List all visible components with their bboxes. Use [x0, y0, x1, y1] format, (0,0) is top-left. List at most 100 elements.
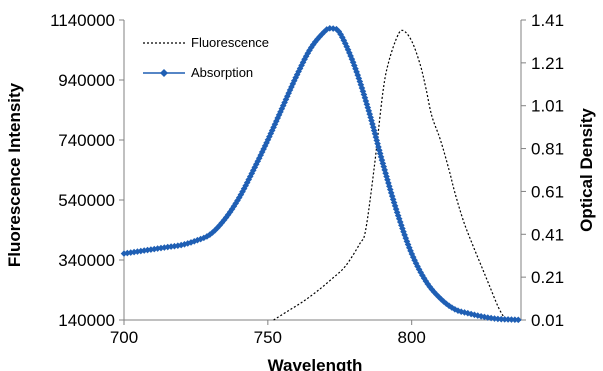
- left-y-tick-label: 340000: [58, 251, 115, 270]
- absorption-marker: [264, 136, 272, 144]
- plot-area: [123, 20, 522, 321]
- y-axis-left-title: Fluorescence Intensity: [5, 82, 24, 267]
- absorption-marker: [501, 316, 508, 323]
- absorption-marker: [230, 202, 238, 210]
- absorption-marker: [369, 123, 377, 131]
- absorption-marker: [181, 241, 188, 248]
- absorption-marker: [388, 192, 396, 200]
- absorption-marker: [407, 247, 414, 255]
- absorption-marker: [214, 224, 221, 232]
- absorption-marker: [306, 47, 313, 54]
- absorption-marker: [398, 221, 405, 229]
- absorption-marker: [252, 161, 260, 168]
- absorption-marker: [268, 127, 276, 134]
- absorption-marker: [200, 234, 208, 242]
- legend-absorption-label: Absorption: [191, 65, 253, 80]
- absorption-marker: [481, 313, 488, 321]
- absorption-marker: [504, 316, 512, 323]
- absorption-marker: [363, 101, 371, 108]
- absorption-marker: [228, 205, 236, 213]
- absorption-marker: [174, 242, 182, 249]
- absorption-marker: [333, 25, 340, 33]
- absorption-marker: [255, 154, 263, 162]
- absorption-marker: [387, 189, 395, 197]
- x-axis-title: Wavelength: [268, 356, 363, 371]
- right-y-tick-label: 0.61: [531, 182, 564, 201]
- absorption-marker: [277, 108, 284, 116]
- absorption-marker: [348, 55, 356, 63]
- absorption-marker: [296, 65, 304, 72]
- absorption-marker: [408, 250, 416, 258]
- absorption-marker: [396, 218, 404, 226]
- absorption-marker: [302, 52, 310, 60]
- absorption-marker: [464, 309, 472, 317]
- right-y-tick-label: 1.01: [531, 97, 564, 116]
- left-y-tick-label: 140000: [58, 311, 115, 330]
- absorption-marker: [352, 65, 359, 72]
- left-y-tick-label: 940000: [58, 71, 115, 90]
- absorption-marker: [366, 110, 374, 118]
- absorption-marker: [311, 38, 319, 46]
- legend-fluorescence-label: Fluorescence: [191, 35, 269, 50]
- absorption-marker: [370, 127, 378, 134]
- absorption-marker: [514, 316, 522, 324]
- absorption-marker: [278, 105, 286, 113]
- x-tick-label: 750: [254, 328, 282, 347]
- absorption-marker: [381, 166, 388, 174]
- absorption-marker: [307, 44, 315, 51]
- absorption-marker: [353, 68, 360, 76]
- right-y-tick-label: 0.01: [531, 311, 564, 330]
- right-y-tick-label: 1.21: [531, 54, 564, 73]
- absorption-marker: [323, 26, 331, 33]
- absorption-marker: [134, 248, 141, 255]
- absorption-marker: [340, 37, 348, 44]
- absorption-marker: [383, 173, 390, 180]
- legend: Fluorescence Absorption: [143, 35, 269, 80]
- absorption-marker: [402, 234, 410, 242]
- absorption-marker: [197, 235, 204, 243]
- left-y-tick-label: 540000: [58, 191, 115, 210]
- absorption-marker: [260, 145, 267, 153]
- right-y-tick-label: 0.41: [531, 225, 564, 244]
- left-y-tick-labels: 140000 340000 540000 740000 940000 1140000: [50, 11, 124, 330]
- absorption-marker: [477, 313, 485, 320]
- absorption-marker: [403, 238, 411, 245]
- absorption-marker: [365, 107, 373, 115]
- absorption-marker: [240, 185, 248, 192]
- absorption-marker: [443, 300, 450, 308]
- absorption-series-line: [123, 27, 522, 321]
- x-tick-labels: 700 750 800: [110, 320, 426, 347]
- absorption-marker: [404, 241, 412, 248]
- absorption-marker: [258, 148, 266, 156]
- absorption-marker: [390, 199, 398, 206]
- absorption-marker: [454, 307, 462, 314]
- absorption-marker: [335, 28, 343, 35]
- left-y-tick-label: 740000: [58, 131, 115, 150]
- absorption-marker: [415, 266, 423, 273]
- absorption-marker: [392, 205, 400, 213]
- absorption-marker: [211, 226, 219, 234]
- absorption-marker: [358, 84, 366, 92]
- absorption-marker: [187, 239, 195, 246]
- absorption-marker: [263, 139, 270, 147]
- absorption-marker: [316, 33, 323, 41]
- legend-absorption-marker: [160, 69, 168, 77]
- absorption-marker: [206, 231, 214, 238]
- absorption-marker: [367, 114, 374, 121]
- absorption-marker: [292, 74, 299, 81]
- absorption-marker: [394, 212, 402, 219]
- absorption-marker: [382, 169, 389, 177]
- absorption-marker: [190, 238, 198, 245]
- absorption-marker: [412, 260, 420, 267]
- absorption-marker: [380, 163, 388, 170]
- x-tick-label: 700: [110, 328, 138, 347]
- absorption-marker: [127, 249, 135, 256]
- absorption-marker: [409, 253, 417, 261]
- absorption-marker: [194, 236, 201, 244]
- absorption-marker: [177, 241, 185, 249]
- absorption-marker: [301, 56, 308, 63]
- absorption-marker: [451, 306, 459, 313]
- absorption-marker: [293, 71, 301, 78]
- fluorescence-series-line: [273, 29, 505, 321]
